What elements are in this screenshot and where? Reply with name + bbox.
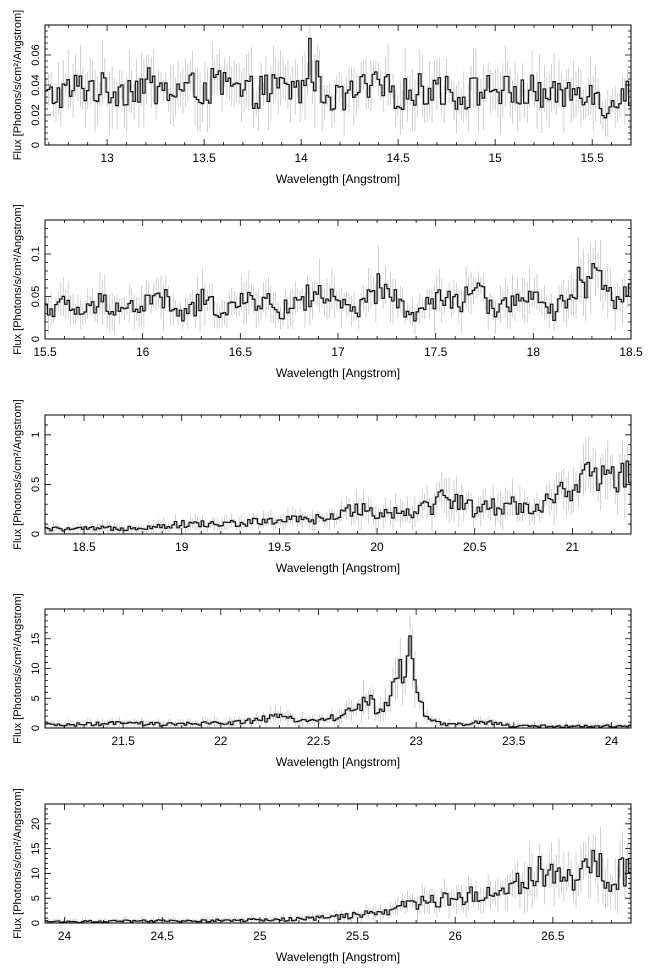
- x-tick-label: 24: [58, 929, 72, 943]
- y-tick-label: 10: [30, 662, 42, 674]
- y-tick-label: 1: [30, 432, 42, 438]
- axis-ticks: [44, 219, 632, 340]
- y-tick-label: 15: [30, 843, 42, 855]
- y-tick-label: 0: [30, 920, 42, 926]
- x-tick-label: 18: [527, 345, 541, 359]
- error-bars: [45, 827, 631, 923]
- y-tick-label: 15: [30, 633, 42, 645]
- y-axis-label: Flux [Photons/s/cm²/Angstrom]: [12, 399, 24, 549]
- y-axis-label: Flux [Photons/s/cm²/Angstrom]: [12, 204, 24, 354]
- x-tick-label: 15: [488, 151, 502, 165]
- y-tick-label: 0: [30, 142, 42, 148]
- y-tick-label: 0.04: [30, 74, 42, 95]
- axis-ticks: [45, 24, 632, 146]
- y-tick-label: 20: [30, 818, 42, 830]
- y-tick-label: 0.5: [30, 477, 42, 492]
- x-tick-label: 24: [605, 734, 619, 748]
- x-tick-label: 17.5: [424, 345, 448, 359]
- x-tick-label: 15.5: [33, 345, 57, 359]
- x-tick-label: 16: [136, 345, 150, 359]
- plot-area: [45, 25, 631, 137]
- x-tick-label: 22: [214, 734, 228, 748]
- y-tick-label: 0: [30, 725, 42, 731]
- x-tick-label: 26: [449, 929, 463, 943]
- x-axis-label: Wavelength [Angstrom]: [276, 561, 400, 575]
- x-tick-label: 18.5: [72, 540, 96, 554]
- x-tick-label: 17: [331, 345, 345, 359]
- x-tick-label: 26.5: [541, 929, 565, 943]
- y-tick-label: 0.02: [30, 104, 42, 125]
- chart-panel-1: 13 13.5 14 14.5 15 15.5 0 0.02 0.04 0.06 Wavelengt…: [12, 10, 632, 186]
- x-tick-label: 13: [100, 151, 114, 165]
- x-tick-label: 23: [409, 734, 423, 748]
- x-tick-label: 25: [253, 929, 267, 943]
- y-tick-label: 0.06: [30, 44, 42, 65]
- plot-area: [45, 436, 631, 534]
- y-axis-label: Flux [Photons/s/cm²/Angstrom]: [12, 10, 24, 160]
- plot-frame: [44, 219, 632, 340]
- x-tick-label: 24.5: [151, 929, 175, 943]
- x-tick-label: 21: [566, 540, 580, 554]
- x-tick-label: 14: [294, 151, 308, 165]
- y-axis-label: Flux [Photons/s/cm²/Angstrom]: [12, 593, 24, 743]
- y-tick-label: 5: [30, 695, 42, 701]
- chart-panel-5: 24 24.5 25 25.5 26 26.5 0 5 10 15 20 Wavelength [An…: [12, 788, 632, 964]
- y-tick-label: 0: [30, 336, 42, 342]
- axis-ticks: [44, 803, 632, 924]
- axis-ticks: [44, 414, 632, 535]
- x-tick-label: 16.5: [229, 345, 253, 359]
- y-tick-label: 0.05: [30, 286, 42, 307]
- y-tick-label: 10: [30, 867, 42, 879]
- x-axis-label: Wavelength [Angstrom]: [276, 950, 400, 964]
- x-axis-label: Wavelength [Angstrom]: [276, 755, 400, 769]
- plot-area: [45, 615, 631, 728]
- x-tick-label: 20.5: [463, 540, 487, 554]
- y-axis-label: Flux [Photons/s/cm²/Angstrom]: [12, 788, 24, 938]
- y-tick-label: 0.1: [30, 246, 42, 261]
- plot-frame: [44, 414, 632, 535]
- x-tick-label: 22.5: [307, 734, 331, 748]
- x-tick-label: 23.5: [502, 734, 526, 748]
- x-tick-label: 25.5: [346, 929, 370, 943]
- x-tick-label: 13.5: [192, 151, 216, 165]
- x-tick-label: 14.5: [386, 151, 410, 165]
- x-tick-label: 15.5: [581, 151, 605, 165]
- x-axis-label: Wavelength [Angstrom]: [276, 366, 400, 380]
- chart-panel-2: 15.5 16 16.5 17 17.5 18 18.5 0 0.05 0.1 Wavelength…: [12, 204, 643, 380]
- spectrum-series: [45, 460, 631, 532]
- error-bars: [45, 25, 631, 137]
- error-bars: [45, 236, 631, 335]
- chart-panel-3: 18.5 19 19.5 20 20.5 21 0 0.5 1 Wavelength [Angst…: [12, 399, 632, 575]
- y-tick-label: 5: [30, 895, 42, 901]
- plot-frame: [44, 803, 632, 924]
- spectrum-series: [45, 849, 631, 923]
- y-tick-label: 0: [30, 531, 42, 537]
- spectrum-series: [45, 635, 631, 728]
- error-bars: [45, 615, 631, 728]
- plot-area: [45, 236, 631, 335]
- spectrum-series: [45, 263, 631, 322]
- plot-frame: [44, 608, 632, 729]
- axis-ticks: [44, 608, 632, 729]
- x-tick-label: 19: [175, 540, 189, 554]
- x-tick-label: 18.5: [619, 345, 643, 359]
- spectrum-series: [45, 37, 631, 119]
- plot-area: [45, 827, 631, 923]
- x-tick-label: 19.5: [268, 540, 292, 554]
- x-tick-label: 21.5: [111, 734, 135, 748]
- chart-panel-4: 21.5 22 22.5 23 23.5 24 0 5 10 15 Wavelength [Angs…: [12, 593, 632, 769]
- x-tick-label: 20: [370, 540, 384, 554]
- x-axis-label: Wavelength [Angstrom]: [276, 172, 400, 186]
